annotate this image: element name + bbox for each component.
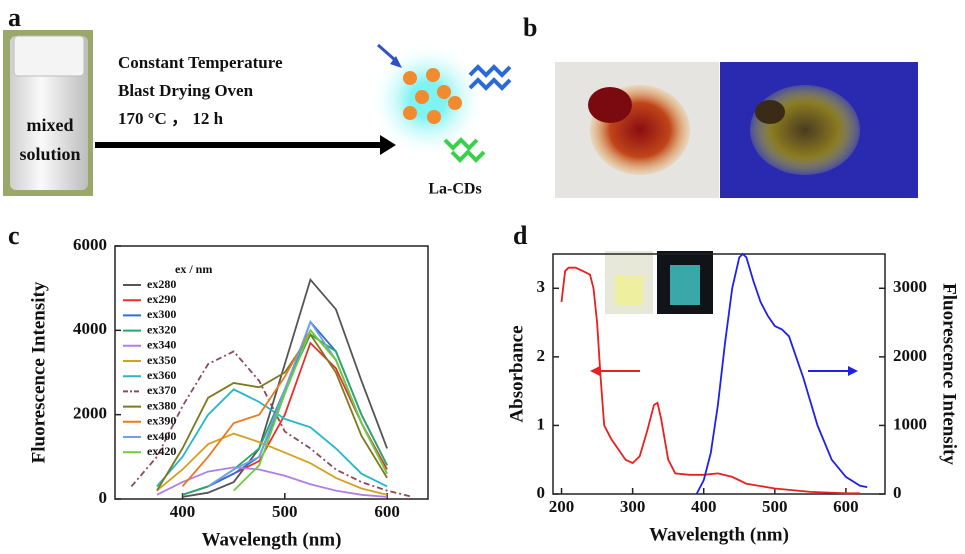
series-line — [156, 332, 388, 492]
series-line — [207, 319, 388, 488]
y-tick-label: 4000 — [73, 319, 107, 338]
condition: Blast Drying Oven — [118, 81, 254, 100]
series-arrow-head — [590, 366, 600, 376]
x-tick-label: 200 — [549, 497, 575, 516]
y-axis-label: Fluorescence Intensity — [28, 281, 49, 463]
legend-label: ex370 — [147, 383, 176, 397]
y-tick-label: 0 — [99, 488, 108, 507]
light-in — [377, 43, 396, 62]
plot-frame — [552, 253, 886, 495]
legend-label: ex360 — [147, 368, 176, 382]
series-line — [233, 328, 388, 492]
y2-tick-label: 1000 — [893, 414, 927, 433]
y2-tick-label: 2000 — [893, 346, 927, 365]
vial-text: solution — [19, 144, 80, 164]
x-axis-label: Wavelength (nm) — [649, 524, 789, 545]
emission-blue — [468, 64, 512, 91]
legend-title: ex / nm — [175, 262, 212, 276]
y2-tick-label: 0 — [893, 483, 902, 502]
panel-label: d — [513, 221, 528, 250]
series-line — [560, 266, 861, 495]
arrow-head — [380, 135, 396, 155]
legend-label: ex350 — [147, 353, 176, 367]
y-tick-label: 1 — [537, 414, 546, 433]
series-line — [130, 350, 413, 498]
emission-green — [443, 137, 486, 163]
x-axis-label: Wavelength (nm) — [202, 529, 342, 550]
legend-label: ex390 — [147, 414, 176, 428]
series-line — [156, 466, 388, 498]
y-tick-label: 2 — [537, 346, 546, 365]
x-tick-label: 600 — [374, 502, 400, 521]
panel-a: a mixed solution Constant Temperature Bl… — [3, 3, 512, 198]
cuvette — [615, 275, 643, 305]
x-tick-label: 300 — [620, 497, 646, 516]
y-tick-label: 0 — [537, 483, 546, 502]
legend-label: ex280 — [147, 277, 176, 291]
series-line — [182, 277, 388, 498]
y2-axis-label: Fluorescence Intensity — [939, 283, 960, 465]
sample — [588, 87, 632, 123]
light-head — [390, 56, 402, 68]
x-tick-label: 600 — [833, 497, 859, 516]
legend-label: ex420 — [147, 444, 176, 458]
series-line — [156, 388, 388, 488]
x-tick-label: 400 — [170, 502, 196, 521]
series-line — [156, 432, 388, 496]
vial-text: mixed — [27, 115, 74, 135]
legend-label: ex340 — [147, 338, 176, 352]
sample — [750, 85, 860, 175]
series-arrow-head — [848, 366, 858, 376]
condition: 170 °C ， 12 h — [118, 109, 224, 128]
legend-label: ex400 — [147, 429, 176, 443]
y-axis-label: Absorbance — [506, 325, 527, 422]
series-line — [695, 252, 868, 495]
legend-label: ex320 — [147, 322, 176, 336]
x-tick-label: 400 — [691, 497, 717, 516]
panel-label: a — [8, 3, 21, 32]
cuvette — [670, 265, 700, 305]
legend-label: ex300 — [147, 307, 176, 321]
y-tick-label: 6000 — [73, 235, 107, 254]
sample — [755, 100, 785, 124]
legend-label: ex380 — [147, 398, 176, 412]
panel-b: b — [523, 13, 918, 198]
panel-label: c — [8, 221, 20, 250]
y-tick-label: 3 — [537, 277, 546, 296]
dots — [403, 68, 462, 124]
legend-label: ex290 — [147, 292, 176, 306]
y-tick-label: 2000 — [73, 404, 107, 423]
panel-label: b — [523, 13, 537, 42]
product-label: La-CDs — [428, 181, 481, 198]
x-tick-label: 500 — [762, 497, 788, 516]
condition: Constant Temperature — [118, 53, 283, 72]
y2-tick-label: 3000 — [893, 277, 927, 296]
plot-frame — [114, 245, 429, 500]
x-tick-label: 500 — [272, 502, 298, 521]
vial-cap — [13, 35, 85, 77]
